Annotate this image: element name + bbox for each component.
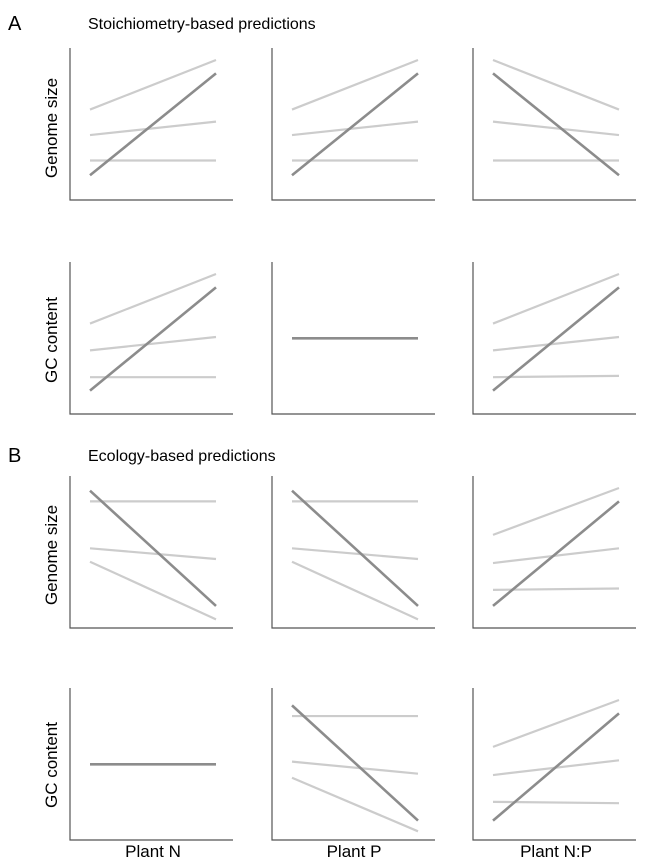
- panel-axes: [271, 262, 435, 415]
- reference-line-2: [89, 560, 217, 621]
- panel-a-genome-size-plant-p: [271, 48, 435, 201]
- row-label-a-gc-content: GC content: [42, 297, 61, 383]
- panel-a-gc-content-plant-n: [69, 262, 233, 415]
- panel-axes: [472, 48, 636, 201]
- section-title-b: Ecology-based predictions: [88, 448, 276, 465]
- emphasis-line-3: [291, 489, 419, 607]
- panel-axes: [472, 688, 636, 841]
- panel-axes: [69, 476, 233, 629]
- emphasis-line-3: [291, 72, 419, 177]
- row-label-b-gc-content: GC content: [42, 722, 61, 808]
- reference-line-1: [89, 120, 217, 137]
- emphasis-line-3: [89, 489, 217, 607]
- reference-line-1: [492, 335, 620, 352]
- emphasis-line-3: [291, 704, 419, 822]
- column-label-plant-p: Plant P: [327, 842, 382, 861]
- reference-line-2: [291, 776, 419, 833]
- emphasis-line-3: [492, 500, 620, 607]
- panel-a-gc-content-plant-n-p: [472, 262, 636, 415]
- panel-b-genome-size-plant-p: [271, 476, 435, 629]
- panel-axes: [271, 688, 435, 841]
- emphasis-line-3: [492, 712, 620, 822]
- reference-line-1: [492, 120, 620, 137]
- panel-b-gc-content-plant-p: [271, 688, 435, 841]
- reference-line-0: [89, 58, 217, 111]
- reference-line-1: [291, 760, 419, 775]
- reference-line-0: [89, 272, 217, 325]
- column-label-plant-np: Plant N:P: [520, 842, 592, 861]
- panel-b-gc-content-plant-n: [69, 688, 233, 841]
- panel-b-genome-size-plant-n-p: [472, 476, 636, 629]
- reference-line-2: [291, 560, 419, 621]
- panel-axes: [271, 48, 435, 201]
- reference-line-1: [291, 547, 419, 561]
- reference-line-0: [291, 58, 419, 111]
- reference-line-0: [492, 486, 620, 536]
- panel-axes: [69, 688, 233, 841]
- reference-line-2: [492, 374, 620, 379]
- column-label-plant-n: Plant N: [125, 842, 181, 861]
- emphasis-line-3: [492, 286, 620, 392]
- section-title-a: Stoichiometry-based predictions: [88, 16, 316, 33]
- emphasis-line-3: [89, 286, 217, 392]
- panel-b-gc-content-plant-n-p: [472, 688, 636, 841]
- section-letter-b: B: [8, 445, 21, 467]
- reference-line-0: [492, 58, 620, 111]
- reference-line-1: [492, 547, 620, 565]
- panel-axes: [69, 48, 233, 201]
- row-label-a-genome-size: Genome size: [42, 78, 61, 178]
- panel-a-genome-size-plant-n: [69, 48, 233, 201]
- panel-axes: [271, 476, 435, 629]
- panel-b-genome-size-plant-n: [69, 476, 233, 629]
- panel-grid: [69, 48, 636, 841]
- reference-line-1: [291, 120, 419, 137]
- section-letter-a: A: [8, 13, 22, 35]
- row-label-b-genome-size: Genome size: [42, 505, 61, 605]
- emphasis-line-3: [89, 72, 217, 177]
- panel-a-gc-content-plant-p: [271, 262, 435, 415]
- panel-axes: [472, 476, 636, 629]
- reference-line-1: [89, 335, 217, 352]
- reference-line-0: [492, 272, 620, 325]
- reference-line-0: [492, 698, 620, 748]
- panel-axes: [69, 262, 233, 415]
- emphasis-line-3: [492, 72, 620, 177]
- panel-axes: [472, 262, 636, 415]
- panel-a-genome-size-plant-n-p: [472, 48, 636, 201]
- reference-line-1: [89, 547, 217, 561]
